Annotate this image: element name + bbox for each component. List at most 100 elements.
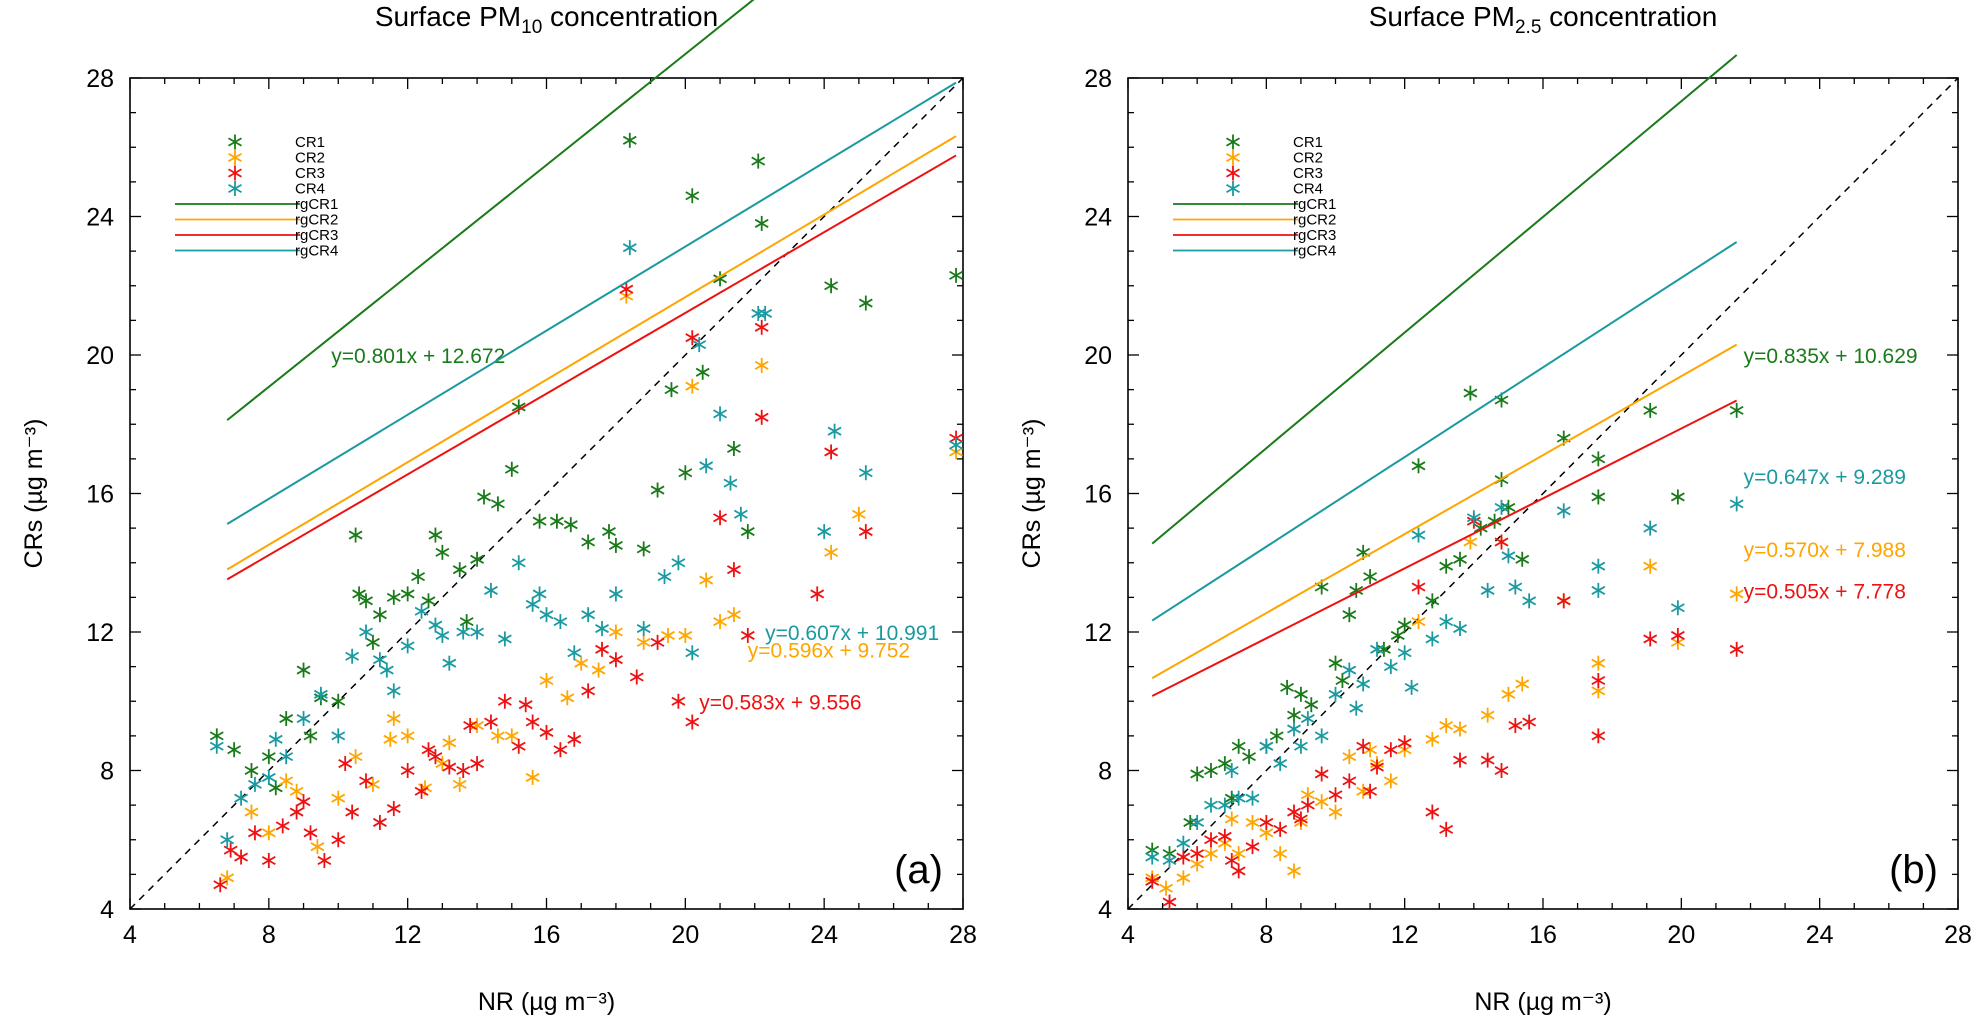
point-cr3 <box>581 683 596 699</box>
point-cr4 <box>595 621 609 637</box>
x-tick-label: 28 <box>1944 921 1972 949</box>
regression-label-cr3: y=0.583x + 9.556 <box>699 691 861 714</box>
point-cr4 <box>827 423 842 439</box>
x-tick-label: 8 <box>262 921 276 949</box>
x-tick-label: 20 <box>1667 921 1695 949</box>
legend-marker-cr3 <box>228 165 242 181</box>
point-cr3 <box>296 794 311 810</box>
legend-marker-cr4 <box>228 181 242 196</box>
point-cr4 <box>386 683 401 699</box>
point-cr2 <box>685 378 700 394</box>
point-cr3 <box>511 738 526 754</box>
point-cr2 <box>1231 846 1246 862</box>
point-cr3 <box>1411 579 1426 595</box>
regression-line-cr2 <box>1151 343 1738 680</box>
point-cr2 <box>754 357 769 373</box>
point-cr1 <box>331 693 346 709</box>
point-cr2 <box>1729 586 1744 602</box>
point-cr4 <box>657 569 672 585</box>
point-cr4 <box>1556 503 1571 519</box>
point-cr4 <box>442 655 457 671</box>
point-cr3 <box>1370 759 1384 775</box>
series-cr3 <box>1145 513 1744 910</box>
legend-label-cr2: CR2 <box>1293 150 1323 167</box>
point-cr4 <box>209 738 224 754</box>
regression-line-cr3 <box>1151 399 1738 697</box>
chart-title: Surface PM10 concentration <box>375 1 718 38</box>
regression-line-cr4 <box>226 81 957 525</box>
point-cr4 <box>345 648 360 664</box>
point-cr1 <box>1376 641 1391 657</box>
point-cr4 <box>1439 614 1454 630</box>
point-cr1 <box>1453 551 1467 567</box>
point-cr4 <box>1397 645 1412 661</box>
point-cr2 <box>383 731 398 747</box>
point-cr4 <box>220 832 235 848</box>
point-cr2 <box>1224 811 1239 827</box>
point-cr3 <box>1273 821 1288 837</box>
point-cr3 <box>824 444 839 460</box>
point-cr4 <box>1145 849 1160 865</box>
y-tick-label: 20 <box>1084 342 1112 370</box>
point-cr3 <box>331 832 346 848</box>
legend-marker-cr4 <box>1226 181 1240 196</box>
point-cr4 <box>414 603 429 619</box>
point-cr1 <box>1487 513 1502 529</box>
point-cr3 <box>810 586 825 602</box>
point-cr1 <box>477 489 491 505</box>
point-cr1 <box>1473 520 1488 536</box>
point-cr2 <box>279 773 294 789</box>
legend-label-cr1: CR1 <box>1293 134 1323 151</box>
regression-line-cr1 <box>226 0 755 421</box>
point-cr3 <box>1591 728 1606 744</box>
point-cr3 <box>234 849 249 865</box>
point-cr4 <box>1494 499 1509 515</box>
point-cr2 <box>661 627 675 643</box>
point-cr4 <box>758 305 773 321</box>
legend-marker-cr2 <box>228 150 242 165</box>
point-cr4 <box>671 555 686 571</box>
point-cr2 <box>1425 731 1440 747</box>
point-cr2 <box>470 717 485 733</box>
point-cr4 <box>470 624 485 640</box>
point-cr4 <box>1273 756 1288 772</box>
x-axis-label: NR (µg m⁻³) <box>478 988 615 1016</box>
point-cr2 <box>504 728 519 744</box>
point-cr1 <box>622 132 637 148</box>
point-cr1 <box>1231 738 1246 754</box>
legend-label-rgcr4: rgCR4 <box>295 243 338 260</box>
point-cr1 <box>1729 402 1744 418</box>
point-cr3 <box>685 330 700 346</box>
point-cr4 <box>234 790 249 806</box>
point-cr4 <box>1466 510 1481 526</box>
point-cr1 <box>372 607 387 623</box>
point-cr4 <box>1480 582 1495 598</box>
point-cr2 <box>608 624 623 640</box>
point-cr2 <box>400 728 415 744</box>
legend-label-rgcr4: rgCR4 <box>1293 243 1336 260</box>
point-cr2 <box>220 870 235 886</box>
point-cr4 <box>713 406 727 422</box>
point-cr1 <box>279 711 294 727</box>
point-cr3 <box>470 756 485 772</box>
point-cr3 <box>1300 797 1315 813</box>
point-cr4 <box>567 645 582 661</box>
point-cr3 <box>261 853 276 869</box>
point-cr4 <box>636 621 651 637</box>
chart-title: Surface PM2.5 concentration <box>1369 1 1718 38</box>
point-cr1 <box>1363 569 1378 585</box>
point-cr2 <box>1463 534 1478 550</box>
point-cr1 <box>452 562 467 578</box>
point-cr3 <box>1453 752 1467 768</box>
point-cr4 <box>1356 676 1371 692</box>
point-cr4 <box>400 638 415 654</box>
point-cr3 <box>372 814 387 830</box>
point-cr4 <box>511 555 526 571</box>
point-cr4 <box>296 711 311 727</box>
x-tick-label: 12 <box>1391 921 1419 949</box>
point-cr1 <box>421 593 436 609</box>
point-cr4 <box>313 686 328 702</box>
point-cr2 <box>1314 794 1329 810</box>
point-cr3 <box>1342 773 1357 789</box>
point-cr1 <box>1390 627 1405 643</box>
